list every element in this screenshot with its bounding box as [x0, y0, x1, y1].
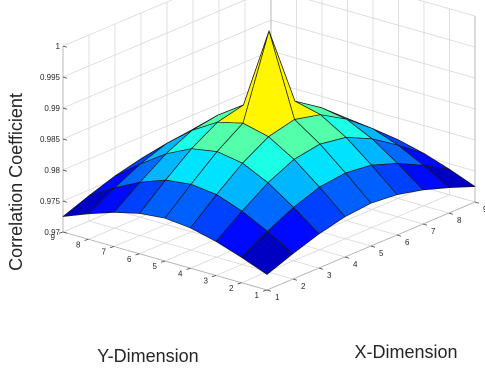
z-tick-label: 0.985: [40, 135, 61, 144]
z-tick-mark: [62, 107, 68, 110]
z-tick-mark: [62, 169, 68, 172]
x-tick-label: 9: [483, 205, 485, 214]
y-tick-label: 8: [76, 240, 81, 249]
grid-line: [417, 0, 476, 17]
z-tick-label: 0.98: [44, 166, 60, 175]
x-tick-mark: [292, 278, 298, 281]
y-tick-mark: [58, 231, 64, 234]
z-tick-label: 0.995: [40, 73, 61, 82]
z-tick-label: 0.99: [44, 104, 60, 113]
surface-plot: [62, 30, 476, 275]
z-tick-mark: [62, 231, 68, 234]
x-tick-mark: [448, 212, 454, 215]
x-tick-mark: [422, 223, 428, 226]
y-axis-label: Y-Dimension: [97, 346, 198, 366]
z-tick-label: 0.975: [40, 197, 61, 206]
y-tick-mark: [160, 260, 166, 263]
x-tick-mark: [344, 256, 350, 259]
y-tick-mark: [262, 289, 268, 292]
x-tick-label: 3: [327, 271, 332, 280]
grid-line: [241, 194, 450, 284]
y-tick-mark: [237, 282, 242, 285]
x-tick-label: 7: [431, 227, 436, 236]
x-tick-mark: [474, 201, 480, 204]
z-axis-label: Correlation Coefficient: [6, 93, 26, 271]
z-tick-mark: [62, 138, 68, 141]
y-tick-label: 9: [51, 233, 56, 242]
x-tick-label: 5: [379, 249, 384, 258]
z-tick-label: 0.97: [44, 228, 60, 237]
x-tick-mark: [266, 289, 272, 292]
axis-ticks: 0.97 0.975 0.98 0.985 0.99 0.995 1 1 2 3 4 5 6 7 8 9 1 2 3…: [40, 42, 485, 302]
x-tick-mark: [318, 267, 324, 270]
y-tick-label: 3: [204, 277, 209, 286]
y-tick-label: 4: [178, 269, 183, 278]
x-tick-mark: [396, 234, 402, 237]
x-tick-label: 1: [275, 293, 280, 302]
x-tick-label: 2: [301, 282, 306, 291]
x-tick-label: 4: [353, 260, 358, 269]
y-tick-label: 6: [127, 255, 132, 264]
surface-patch: [241, 231, 294, 275]
x-tick-label: 6: [405, 238, 410, 247]
y-tick-mark: [135, 253, 140, 256]
y-tick-label: 5: [153, 262, 158, 271]
x-tick-mark: [370, 245, 376, 248]
y-tick-label: 7: [102, 248, 107, 257]
z-tick-label: 1: [56, 42, 61, 51]
y-tick-label: 1: [255, 291, 260, 300]
x-tick-label: 8: [457, 216, 462, 225]
y-tick-label: 2: [229, 284, 234, 293]
y-tick-mark: [109, 246, 115, 249]
z-tick-mark: [62, 76, 68, 79]
y-tick-mark: [211, 275, 217, 278]
x-axis-label: X-Dimension: [354, 342, 457, 362]
z-tick-mark: [62, 45, 68, 48]
y-tick-mark: [84, 238, 89, 241]
z-tick-mark: [62, 200, 68, 203]
y-tick-mark: [186, 267, 191, 270]
